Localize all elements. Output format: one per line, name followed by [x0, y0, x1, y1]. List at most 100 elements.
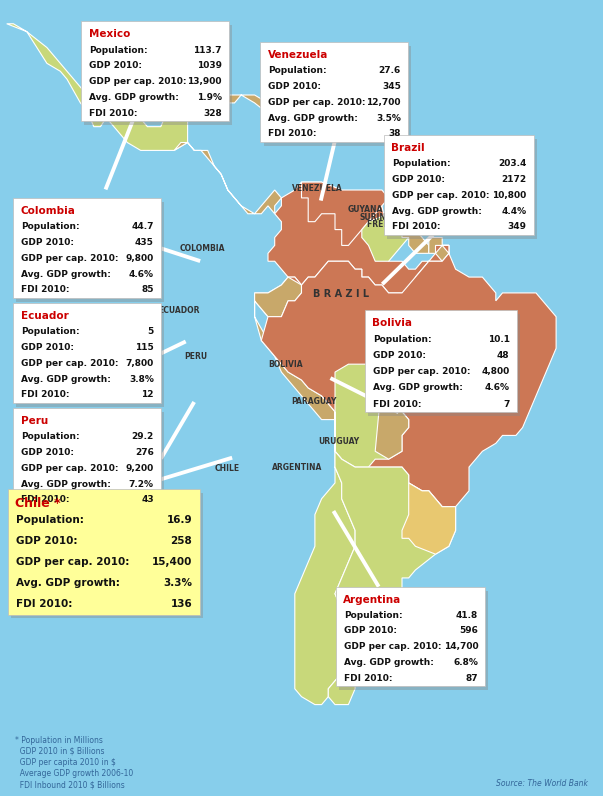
FancyBboxPatch shape	[8, 489, 200, 615]
Text: 43: 43	[141, 495, 154, 505]
Text: GDP 2010:: GDP 2010:	[21, 343, 74, 352]
Text: 4.4%: 4.4%	[501, 207, 526, 216]
FancyBboxPatch shape	[16, 412, 164, 512]
Text: 4.6%: 4.6%	[485, 384, 510, 392]
Polygon shape	[402, 229, 429, 253]
Polygon shape	[174, 142, 282, 214]
Text: 3.3%: 3.3%	[163, 578, 192, 588]
Text: FDI 2010:: FDI 2010:	[268, 129, 317, 139]
Text: GDP 2010:: GDP 2010:	[392, 175, 445, 184]
Polygon shape	[429, 237, 449, 261]
Text: 87: 87	[466, 673, 478, 683]
Text: COLOMBIA: COLOMBIA	[180, 244, 226, 253]
FancyBboxPatch shape	[387, 139, 537, 239]
Text: 14,700: 14,700	[444, 642, 478, 651]
Text: GDP per cap. 2010:: GDP per cap. 2010:	[344, 642, 441, 651]
Text: 328: 328	[203, 108, 222, 118]
Text: Avg. GDP growth:: Avg. GDP growth:	[21, 375, 111, 384]
Text: Population:: Population:	[21, 432, 80, 442]
Text: 203.4: 203.4	[498, 159, 526, 169]
FancyBboxPatch shape	[384, 135, 534, 235]
Polygon shape	[375, 380, 409, 459]
FancyBboxPatch shape	[368, 314, 520, 416]
Polygon shape	[328, 451, 456, 704]
Polygon shape	[261, 245, 556, 507]
Text: 7,800: 7,800	[125, 359, 154, 368]
Text: ARGENTINA: ARGENTINA	[271, 463, 322, 472]
Text: 3.5%: 3.5%	[376, 114, 401, 123]
Text: GDP per cap. 2010:: GDP per cap. 2010:	[268, 98, 366, 107]
Text: FDI Inbound 2010 $ Billions: FDI Inbound 2010 $ Billions	[15, 780, 125, 789]
Text: 7.2%: 7.2%	[129, 480, 154, 489]
Text: 9,800: 9,800	[125, 254, 154, 263]
Polygon shape	[221, 95, 288, 127]
Text: GDP 2010:: GDP 2010:	[16, 536, 77, 546]
Text: GDP 2010:: GDP 2010:	[21, 238, 74, 247]
Text: GDP 2010:: GDP 2010:	[21, 448, 74, 457]
Polygon shape	[7, 24, 207, 150]
Text: GDP per cap. 2010:: GDP per cap. 2010:	[21, 254, 119, 263]
Text: GDP per cap. 2010:: GDP per cap. 2010:	[21, 359, 119, 368]
Text: 276: 276	[135, 448, 154, 457]
Text: CHILE: CHILE	[214, 464, 239, 473]
Text: Population:: Population:	[344, 611, 402, 620]
Text: Bolivia: Bolivia	[372, 318, 412, 329]
Text: GDP 2010 in $ Billions: GDP 2010 in $ Billions	[15, 747, 104, 755]
Text: 16.9: 16.9	[167, 515, 192, 525]
Polygon shape	[254, 277, 302, 317]
Text: 258: 258	[171, 536, 192, 546]
Text: GDP 2010:: GDP 2010:	[373, 351, 426, 360]
Text: GDP 2010:: GDP 2010:	[89, 61, 142, 70]
Text: 10.1: 10.1	[488, 335, 510, 344]
Text: 136: 136	[171, 599, 192, 609]
Text: MEXICO: MEXICO	[52, 201, 86, 210]
Text: Avg. GDP growth:: Avg. GDP growth:	[268, 114, 358, 123]
Text: GDP per cap. 2010:: GDP per cap. 2010:	[392, 191, 490, 200]
Text: 44.7: 44.7	[131, 222, 154, 232]
Text: Population:: Population:	[89, 45, 148, 55]
Text: FDI 2010:: FDI 2010:	[21, 285, 69, 295]
Text: FDI 2010:: FDI 2010:	[373, 400, 421, 408]
Text: Avg. GDP growth:: Avg. GDP growth:	[89, 93, 179, 102]
Text: 115: 115	[135, 343, 154, 352]
Text: Venezuela: Venezuela	[268, 50, 328, 60]
Text: 10,800: 10,800	[492, 191, 526, 200]
Text: ECUADOR: ECUADOR	[159, 306, 200, 314]
FancyBboxPatch shape	[13, 408, 161, 508]
Text: Population:: Population:	[21, 222, 80, 232]
Text: Chile *: Chile *	[15, 497, 61, 509]
Text: 1039: 1039	[197, 61, 222, 70]
Text: GDP per cap. 2010:: GDP per cap. 2010:	[89, 77, 187, 86]
Polygon shape	[302, 182, 388, 245]
FancyBboxPatch shape	[260, 42, 408, 142]
Text: Population:: Population:	[268, 66, 327, 76]
FancyBboxPatch shape	[16, 307, 164, 407]
FancyBboxPatch shape	[84, 25, 232, 125]
Text: GDP per cap. 2010:: GDP per cap. 2010:	[16, 557, 129, 567]
Polygon shape	[402, 483, 456, 554]
Text: B R A Z I L: B R A Z I L	[313, 288, 370, 298]
Text: GDP per cap. 2010:: GDP per cap. 2010:	[373, 367, 470, 377]
Text: 6.8%: 6.8%	[453, 658, 478, 667]
Text: Population:: Population:	[16, 515, 84, 525]
Polygon shape	[295, 412, 355, 704]
Text: 85: 85	[141, 285, 154, 295]
Text: 48: 48	[497, 351, 510, 360]
Text: FRENCH GUIANA: FRENCH GUIANA	[367, 220, 438, 228]
FancyBboxPatch shape	[339, 591, 488, 690]
Text: FDI 2010:: FDI 2010:	[21, 495, 69, 505]
Text: Brazil: Brazil	[391, 143, 425, 154]
FancyBboxPatch shape	[13, 303, 161, 403]
Text: GDP 2010:: GDP 2010:	[268, 82, 321, 91]
Text: FDI 2010:: FDI 2010:	[21, 390, 69, 400]
Text: FDI 2010:: FDI 2010:	[89, 108, 137, 118]
Text: * Population in Millions: * Population in Millions	[15, 736, 103, 744]
Text: 41.8: 41.8	[456, 611, 478, 620]
Text: FDI 2010:: FDI 2010:	[16, 599, 72, 609]
Text: Avg. GDP growth:: Avg. GDP growth:	[21, 270, 111, 279]
FancyBboxPatch shape	[11, 493, 203, 618]
Text: SURINAME: SURINAME	[359, 213, 405, 221]
FancyBboxPatch shape	[13, 198, 161, 298]
Text: 596: 596	[459, 626, 478, 635]
Text: 113.7: 113.7	[194, 45, 222, 55]
